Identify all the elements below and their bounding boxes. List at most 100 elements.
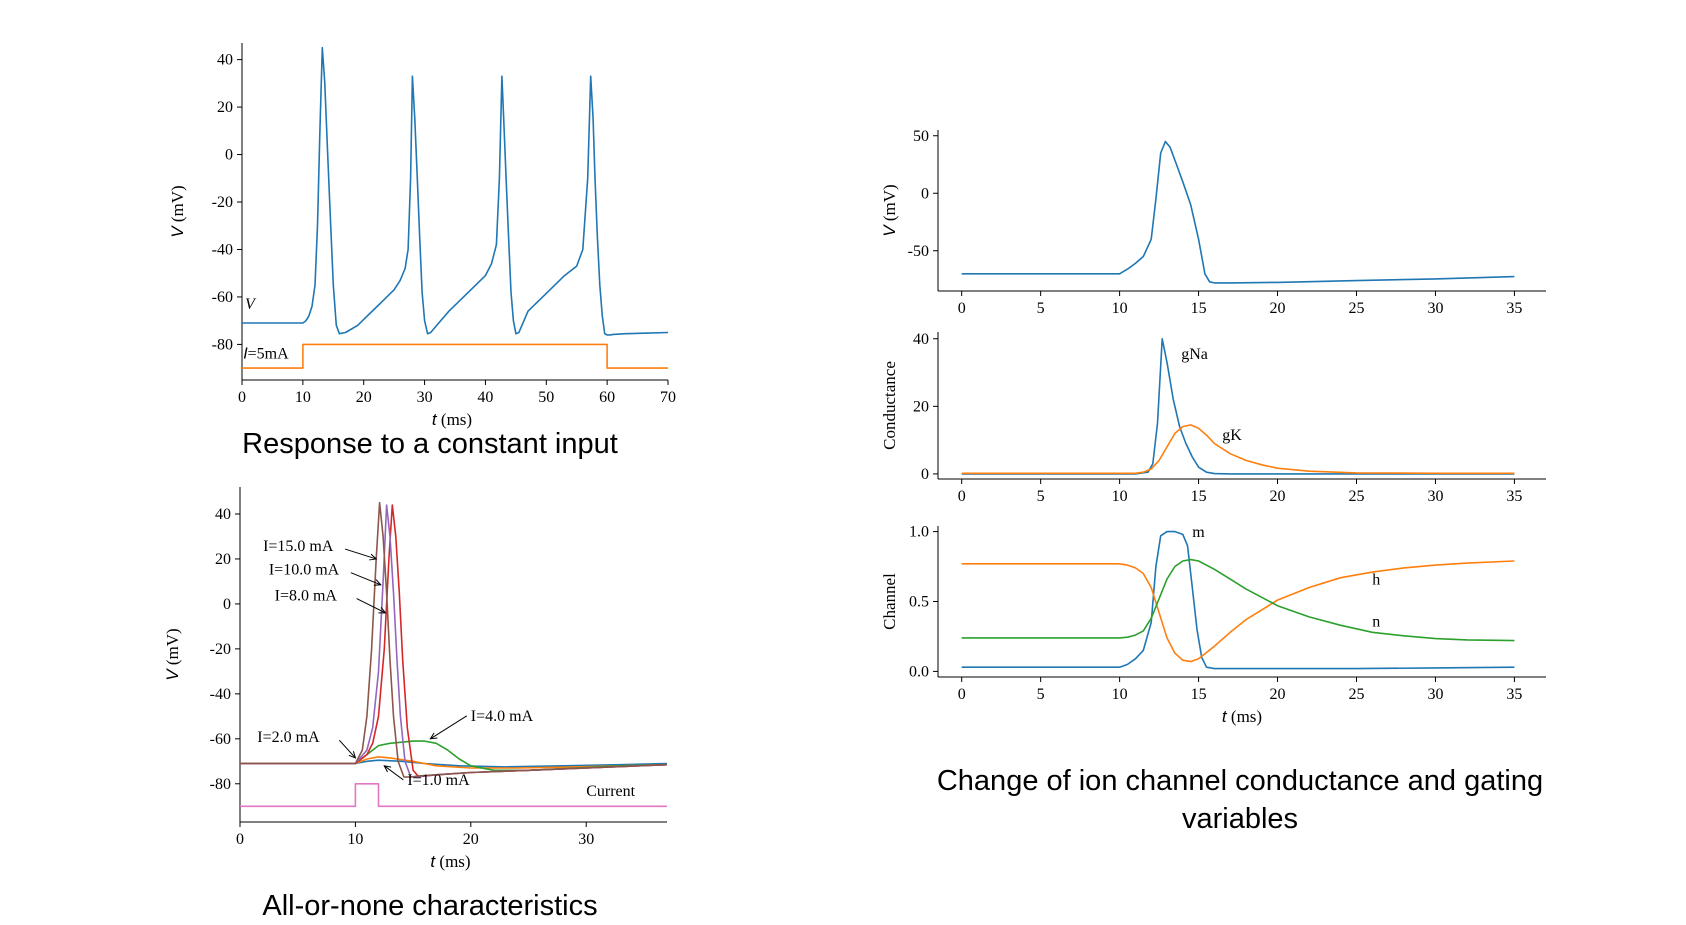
annotation-arrowhead — [373, 579, 382, 586]
x-tick-label: 30 — [578, 831, 594, 848]
caption-ion-channel: Change of ion channel conductance and ga… — [936, 765, 1544, 835]
x-tick-label: 20 — [463, 831, 479, 848]
series-line-h — [961, 560, 1515, 663]
series-line-i-2-0-ma — [240, 755, 668, 769]
x-tick-label: 70 — [660, 389, 676, 406]
annotation-label: I=4.0 mA — [471, 708, 534, 725]
y-tick-label: 0.0 — [909, 663, 929, 680]
series-line-current — [240, 782, 667, 808]
chart-all-or-none: 0 10 20 30 40 20 0 -20 -40 -60 -80 t (ms) V (mV) I=15… — [163, 487, 668, 871]
y-tick-label: 40 — [913, 331, 929, 348]
x-tick-label: 25 — [1348, 488, 1364, 505]
x-axis-label: t (ms) — [430, 852, 470, 871]
x-tick-label: 35 — [1506, 488, 1522, 505]
y-tick-label: -80 — [212, 336, 233, 353]
annotation-arrow — [350, 572, 381, 586]
x-tick-label: 10 — [1112, 300, 1128, 317]
series-line-v — [961, 140, 1515, 284]
x-axis-label: t (ms) — [1222, 707, 1262, 726]
annotation-label: n — [1372, 614, 1380, 631]
x-axis-label: t (ms) — [432, 410, 472, 429]
x-tick-label: 30 — [1427, 686, 1443, 703]
x-tick-label: 35 — [1506, 300, 1522, 317]
y-tick-label: -80 — [210, 776, 231, 793]
y-axis-label: V (mV) — [880, 184, 899, 236]
series-line-gk — [961, 424, 1515, 475]
x-tick-label: 5 — [1037, 300, 1045, 317]
annotation-label: I=15.0 mA — [263, 538, 334, 555]
annotation-label: I=1.0 mA — [407, 772, 470, 789]
annotation-label: I=5mA — [243, 346, 289, 363]
y-axis-label: Channel — [880, 573, 899, 630]
x-tick-label: 30 — [1427, 488, 1443, 505]
chart-channel: 0 5 10 15 20 25 30 35 1.0 0.5 0.0 t (ms) Channel m h n — [880, 524, 1546, 726]
series-line-i — [242, 343, 668, 369]
x-tick-label: 25 — [1348, 686, 1364, 703]
series-line-v — [242, 46, 669, 336]
series-line-n — [961, 558, 1515, 642]
y-tick-label: -50 — [908, 243, 929, 260]
annotation-label: gNa — [1181, 346, 1208, 363]
annotation-arrowhead — [369, 553, 378, 561]
annotation-arrow — [338, 739, 356, 759]
annotation-label: I=8.0 mA — [275, 588, 338, 605]
x-tick-label: 35 — [1506, 686, 1522, 703]
y-tick-label: 0 — [223, 596, 231, 613]
x-tick-label: 10 — [347, 831, 363, 848]
y-tick-label: 50 — [913, 128, 929, 145]
x-tick-label: 20 — [1270, 686, 1286, 703]
y-axis-label: V (mV) — [168, 185, 187, 237]
chart-conductance: 0 5 10 15 20 25 30 35 40 20 0 Conductance gNa gK — [880, 331, 1546, 505]
chart-constant-input: 0 10 20 30 40 50 60 70 40 20 0 -20 -40 -60 -80 t (ms) V … — [168, 43, 676, 429]
x-tick-label: 15 — [1191, 488, 1207, 505]
x-tick-label: 5 — [1037, 686, 1045, 703]
x-tick-label: 0 — [236, 831, 244, 848]
series-line-gna — [961, 337, 1515, 475]
x-tick-label: 0 — [958, 300, 966, 317]
annotation-arrowhead — [348, 751, 357, 759]
x-tick-label: 30 — [417, 389, 433, 406]
annotation-arrow — [383, 765, 404, 781]
y-axis-label: Conductance — [880, 361, 899, 450]
annotation-arrowhead — [383, 765, 392, 773]
y-tick-label: -20 — [212, 194, 233, 211]
y-tick-label: -40 — [212, 241, 233, 258]
x-tick-label: 0 — [958, 686, 966, 703]
x-tick-label: 30 — [1427, 300, 1443, 317]
annotation-label: V — [245, 296, 257, 313]
annotation-arrow — [430, 715, 468, 740]
x-tick-label: 15 — [1191, 686, 1207, 703]
y-tick-label: -20 — [210, 641, 231, 658]
annotation-arrowhead — [429, 732, 438, 740]
annotation-arrowhead — [378, 607, 387, 614]
y-tick-label: 20 — [913, 398, 929, 415]
y-tick-label: 0 — [921, 466, 929, 483]
caption-all-or-none: All-or-none characteristics — [262, 890, 598, 922]
x-tick-label: 0 — [958, 488, 966, 505]
x-tick-label: 60 — [599, 389, 615, 406]
x-tick-label: 40 — [477, 389, 493, 406]
y-axis-label: V (mV) — [163, 628, 182, 680]
y-tick-label: 40 — [217, 52, 233, 69]
y-tick-label: 0 — [225, 147, 233, 164]
chart-voltage-single: 0 5 10 15 20 25 30 35 50 0 -50 V (mV) — [880, 128, 1546, 317]
x-tick-label: 50 — [538, 389, 554, 406]
annotation-label: I=2.0 mA — [257, 729, 320, 746]
x-tick-label: 20 — [1270, 300, 1286, 317]
y-tick-label: -40 — [210, 686, 231, 703]
annotation-label: gK — [1222, 427, 1242, 444]
annotation-label: m — [1192, 524, 1205, 541]
annotation-arrow — [356, 598, 386, 614]
annotation-arrow — [344, 548, 377, 560]
y-tick-label: -60 — [212, 289, 233, 306]
y-tick-label: 0 — [921, 185, 929, 202]
y-tick-label: 40 — [215, 506, 231, 523]
y-tick-label: 20 — [217, 99, 233, 116]
caption-constant-input: Response to a constant input — [242, 428, 618, 460]
y-tick-label: -60 — [210, 731, 231, 748]
y-tick-label: 20 — [215, 551, 231, 568]
x-tick-label: 10 — [1112, 686, 1128, 703]
x-tick-label: 15 — [1191, 300, 1207, 317]
y-tick-label: 0.5 — [909, 594, 929, 611]
